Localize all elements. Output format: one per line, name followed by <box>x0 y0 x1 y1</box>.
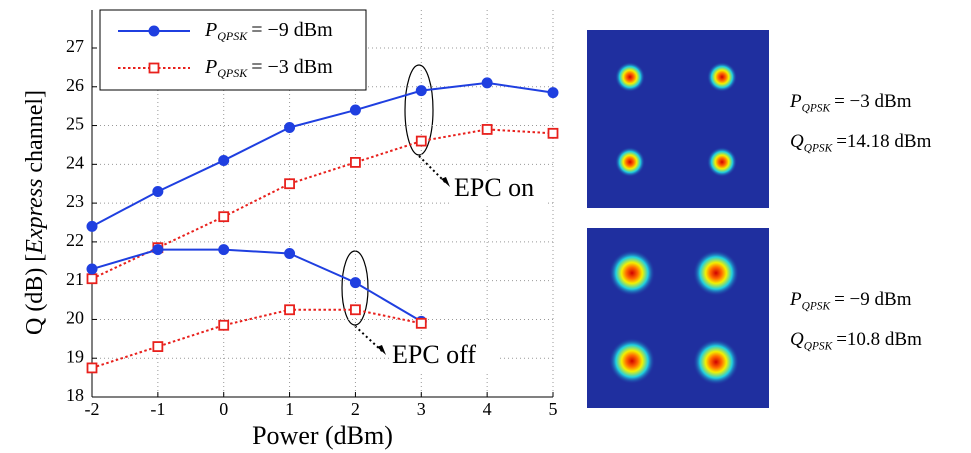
y-axis-label-part: Express <box>22 179 48 255</box>
label: QQPSK=10.8 dBm <box>790 329 922 352</box>
y-axis-label-part: channel] <box>22 90 48 179</box>
y-tick-label: 21 <box>66 269 84 289</box>
annotation-arrow <box>441 177 450 187</box>
marker <box>218 155 229 166</box>
y-tick-label: 18 <box>66 385 84 405</box>
x-axis-label: Power (dBm) <box>252 421 393 450</box>
marker <box>219 321 228 330</box>
marker <box>88 363 97 372</box>
marker <box>87 221 98 232</box>
x-tick-label: 5 <box>549 399 558 419</box>
label-subscript: QPSK <box>802 300 832 312</box>
x-tick-label: 3 <box>417 399 426 419</box>
y-tick-label: 22 <box>66 230 84 250</box>
marker <box>285 305 294 314</box>
annotation: EPC off <box>392 340 476 369</box>
marker <box>416 85 427 96</box>
label-subscript: QPSK <box>802 102 832 114</box>
y-tick-label: 23 <box>66 191 84 211</box>
marker <box>284 122 295 133</box>
x-tick-label: 0 <box>219 399 228 419</box>
annotation-arrow <box>377 345 386 355</box>
label: PQPSK= −3 dBm <box>789 91 912 114</box>
marker <box>153 342 162 351</box>
label-symbol: P <box>789 289 802 310</box>
label-symbol: P <box>204 19 217 41</box>
marker <box>483 125 492 134</box>
y-axis-label: Q (dB) [Express channel] <box>22 90 48 335</box>
constellation-image <box>587 228 769 408</box>
marker <box>285 179 294 188</box>
label-subscript: QPSK <box>804 340 834 352</box>
y-tick-label: 25 <box>66 114 84 134</box>
y-axis-label-part: Q (dB) [ <box>22 254 48 335</box>
label-text: = −3 dBm <box>251 56 333 78</box>
series-line <box>92 250 421 322</box>
label-symbol: P <box>204 56 217 78</box>
marker <box>549 129 558 138</box>
series-line <box>92 310 421 368</box>
legend-marker <box>149 26 160 37</box>
y-tick-label: 26 <box>66 75 84 95</box>
label-subscript: QPSK <box>217 66 248 80</box>
label-text: =14.18 dBm <box>836 131 931 152</box>
marker <box>219 212 228 221</box>
marker <box>152 186 163 197</box>
marker <box>218 244 229 255</box>
marker <box>152 244 163 255</box>
label-text: = −3 dBm <box>834 91 912 112</box>
chart: 18192021222324252627-2-1012345Power (dBm… <box>0 0 971 453</box>
x-tick-label: 2 <box>351 399 360 419</box>
label-symbol: P <box>789 91 802 112</box>
y-tick-label: 27 <box>66 36 84 56</box>
marker <box>351 305 360 314</box>
label-symbol: Q <box>790 329 804 350</box>
y-tick-label: 20 <box>66 308 84 328</box>
marker <box>350 277 361 288</box>
x-tick-label: 1 <box>285 399 294 419</box>
x-tick-label: -1 <box>150 399 165 419</box>
label: PQPSK= −9 dBm <box>789 289 912 312</box>
x-tick-label: 4 <box>483 399 492 419</box>
marker <box>417 137 426 146</box>
marker <box>351 158 360 167</box>
label-symbol: Q <box>790 131 804 152</box>
marker <box>548 87 559 98</box>
marker <box>88 274 97 283</box>
page: {"chart_data": {"type": "line", "xlabel"… <box>0 0 971 453</box>
marker <box>482 77 493 88</box>
marker <box>417 319 426 328</box>
label-text: = −9 dBm <box>834 289 912 310</box>
annotation: EPC on <box>454 173 534 202</box>
constellation-image <box>587 30 769 208</box>
y-tick-label: 24 <box>66 152 84 172</box>
label-subscript: QPSK <box>804 142 834 154</box>
marker <box>284 248 295 259</box>
y-tick-label: 19 <box>66 346 84 366</box>
label-text: =10.8 dBm <box>836 329 922 350</box>
x-tick-label: -2 <box>85 399 100 419</box>
label-text: = −9 dBm <box>251 19 333 41</box>
marker <box>87 264 98 275</box>
label: QQPSK=14.18 dBm <box>790 131 932 154</box>
marker <box>350 105 361 116</box>
legend-marker <box>150 64 159 73</box>
label-subscript: QPSK <box>217 29 248 43</box>
